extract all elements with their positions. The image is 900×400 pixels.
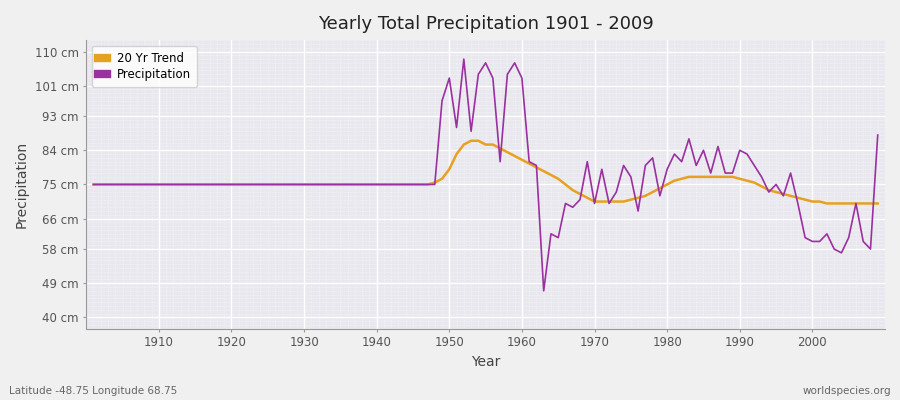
20 Yr Trend — [349, 182, 360, 187]
20 Yr Trend — [517, 157, 527, 162]
X-axis label: Year: Year — [471, 355, 500, 369]
Precipitation — [618, 163, 629, 168]
Line: 20 Yr Trend: 20 Yr Trend — [94, 141, 878, 204]
20 Yr Trend — [872, 201, 883, 206]
20 Yr Trend — [88, 182, 99, 187]
Precipitation — [538, 288, 549, 293]
Legend: 20 Yr Trend, Precipitation: 20 Yr Trend, Precipitation — [92, 46, 197, 87]
Text: worldspecies.org: worldspecies.org — [803, 386, 891, 396]
20 Yr Trend — [524, 161, 535, 166]
Precipitation — [524, 159, 535, 164]
Precipitation — [458, 57, 469, 62]
Precipitation — [306, 182, 317, 187]
Precipitation — [146, 182, 157, 187]
Precipitation — [517, 76, 527, 80]
Title: Yearly Total Precipitation 1901 - 2009: Yearly Total Precipitation 1901 - 2009 — [318, 15, 653, 33]
Y-axis label: Precipitation: Precipitation — [15, 141, 29, 228]
20 Yr Trend — [306, 182, 317, 187]
Precipitation — [88, 182, 99, 187]
20 Yr Trend — [611, 199, 622, 204]
Precipitation — [349, 182, 360, 187]
20 Yr Trend — [822, 201, 832, 206]
Line: Precipitation: Precipitation — [94, 59, 878, 291]
Precipitation — [872, 133, 883, 138]
Text: Latitude -48.75 Longitude 68.75: Latitude -48.75 Longitude 68.75 — [9, 386, 177, 396]
20 Yr Trend — [465, 138, 476, 143]
20 Yr Trend — [146, 182, 157, 187]
